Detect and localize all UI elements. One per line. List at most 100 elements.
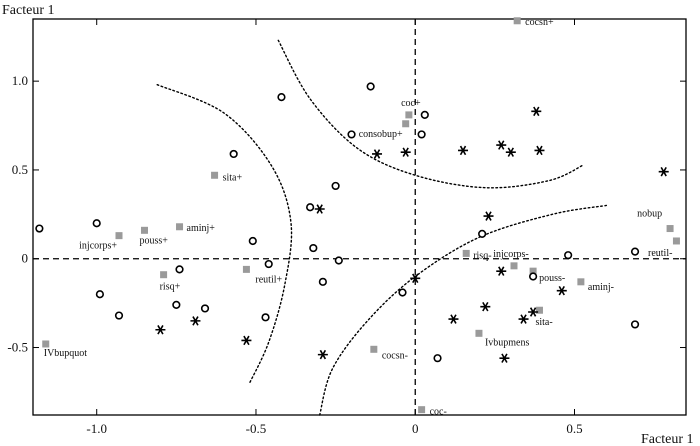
point-label: Ivbupmens (485, 337, 530, 348)
x-axis-title: Facteur 1 (641, 432, 693, 446)
y-tick-label: 0.5 (12, 162, 28, 177)
square-point (405, 111, 413, 119)
asterisk-point (556, 285, 567, 296)
circle-point (417, 130, 426, 139)
square-point (513, 17, 521, 25)
square-point (666, 225, 674, 233)
x-tick-label: 0.5 (566, 421, 582, 436)
asterisk-point (400, 147, 411, 157)
circle-point (564, 251, 573, 260)
circle-point (331, 181, 340, 191)
circle-point (35, 224, 44, 233)
circle-point (309, 243, 318, 253)
asterisk-point (505, 147, 516, 157)
circle-point (420, 110, 429, 119)
point-label: sita- (535, 317, 552, 328)
asterisk-point (458, 145, 469, 156)
square-point (211, 171, 219, 179)
plot-frame (32, 18, 687, 416)
y-axis-title: Facteur 1 (2, 3, 54, 18)
square-point (402, 120, 410, 128)
asterisk-point (496, 266, 507, 276)
square-point (510, 262, 518, 270)
circle-point (114, 311, 124, 320)
circle-point (200, 304, 210, 313)
square-point (115, 232, 123, 240)
point-label: risq- (473, 250, 491, 261)
square-point (462, 249, 470, 257)
circle-point (478, 229, 487, 238)
square-point (418, 406, 426, 414)
point-label: injcorps+ (79, 241, 117, 252)
square-point (42, 340, 50, 348)
x-tick-label: 0 (412, 421, 419, 436)
reference-lines (33, 19, 686, 415)
asterisk-point (483, 211, 494, 221)
asterisk-point (190, 316, 201, 326)
asterisk-point (658, 166, 669, 177)
point-label: reutil- (648, 248, 672, 259)
point-label: pouss+ (139, 235, 168, 246)
point-label: IVbupquot (44, 348, 88, 359)
x-tick-label: -1.0 (86, 421, 107, 436)
asterisk-point (155, 325, 166, 335)
point-label: injcorps- (493, 249, 529, 260)
circle-point (318, 277, 327, 286)
point-label: sita+ (223, 172, 243, 183)
circle-point (433, 354, 442, 363)
square-point (672, 237, 680, 245)
circle-point (398, 288, 407, 297)
circle-point (229, 149, 238, 159)
square-point (242, 265, 250, 273)
square-point (529, 267, 537, 275)
point-label: reutil+ (255, 274, 282, 285)
circle-point (264, 259, 273, 269)
square-point (370, 345, 378, 353)
asterisk-point (499, 353, 510, 363)
asterisk-point (531, 106, 542, 117)
y-tick-label: -0.5 (7, 340, 28, 355)
point-label: consobup+ (359, 129, 403, 140)
asterisk-point (317, 349, 328, 360)
asterisk-point (314, 204, 325, 214)
square-point (176, 223, 184, 231)
point-label: coc+ (401, 98, 421, 109)
data-points: cocsn+ coc+ consobup+ sita+ aminj+ pouss+ injc… (35, 17, 680, 418)
circle-point (334, 256, 343, 265)
point-label: cocsn- (382, 350, 408, 361)
circle-point (366, 82, 375, 91)
circle-point (248, 236, 257, 246)
point-label: aminj- (588, 282, 614, 293)
circle-point (172, 300, 181, 310)
asterisk-point (480, 301, 491, 312)
point-label: aminj+ (187, 223, 216, 234)
circle-point (261, 313, 270, 322)
curves-layer (156, 39, 608, 416)
curve-top-arc (277, 39, 585, 189)
square-point (577, 278, 585, 286)
asterisk-point (518, 314, 529, 324)
circle-point (92, 219, 101, 228)
square-point (535, 306, 543, 314)
point-label: nobup (637, 209, 662, 220)
circle-point (175, 265, 184, 274)
circle-point (306, 203, 315, 212)
circle-point (630, 247, 640, 256)
point-label: risq+ (160, 282, 181, 293)
circle-point (529, 272, 538, 281)
y-tick-label: 0 (22, 251, 29, 266)
asterisk-point (410, 273, 421, 283)
point-label: coc- (430, 407, 447, 418)
square-point (475, 329, 483, 337)
asterisk-point (534, 145, 545, 156)
asterisk-point (448, 314, 459, 324)
square-point (140, 226, 148, 234)
circle-point (347, 130, 356, 139)
axis-ticks: -1.0 -0.5 0 0.5 -0.5 0 0.5 1.0 (7, 19, 686, 436)
curve-left-arc (156, 84, 293, 384)
square-point (160, 271, 168, 279)
asterisk-point (372, 149, 383, 159)
point-label: cocsn+ (525, 17, 554, 28)
asterisk-point (528, 307, 539, 317)
